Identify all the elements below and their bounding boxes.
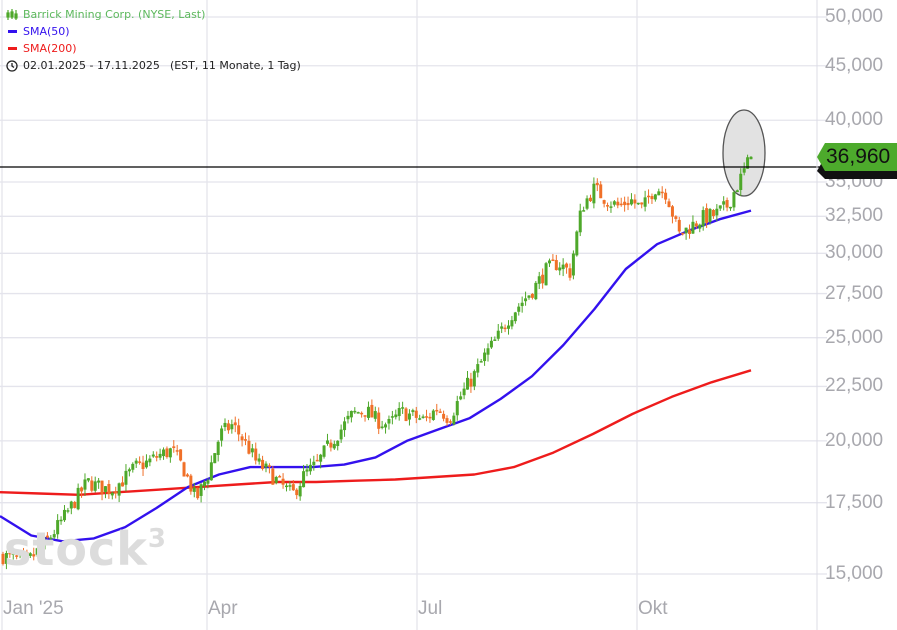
sma200-swatch-icon: [8, 47, 17, 50]
x-tick-label: Apr: [208, 598, 238, 619]
sma50-swatch-icon: [8, 30, 17, 33]
chart-legend: Barrick Mining Corp. (NYSE, Last) SMA(50…: [6, 6, 301, 74]
last-price-badge: 36,960: [817, 143, 897, 179]
legend-instrument-label: Barrick Mining Corp. (NYSE, Last): [23, 8, 206, 21]
price-badge-shape: [817, 143, 897, 179]
grid-lines: [0, 0, 827, 630]
legend-sma50-label: SMA(50): [23, 25, 70, 38]
legend-sma200-label: SMA(200): [23, 42, 77, 55]
legend-sma200[interactable]: SMA(200): [6, 40, 301, 57]
legend-range-dates: 02.01.2025 - 17.11.2025: [23, 59, 160, 72]
legend-instrument[interactable]: Barrick Mining Corp. (NYSE, Last): [6, 6, 301, 23]
last-price-value: 36,960: [826, 145, 891, 168]
x-tick-label: Jul: [418, 598, 443, 619]
sma50-line: [0, 209, 752, 543]
legend-sma50[interactable]: SMA(50): [6, 23, 301, 40]
candlesticks: [1, 154, 753, 570]
sma200-line: [0, 369, 752, 496]
y-tick-label: 17,500: [825, 491, 884, 513]
clock-icon: [6, 59, 18, 72]
y-tick-label: 15,000: [825, 563, 884, 584]
candlestick-icon: [6, 8, 18, 20]
x-tick-label: Jan '25: [3, 598, 64, 619]
watermark-logo: stock3: [4, 522, 167, 576]
highlight-ellipse: [722, 109, 766, 197]
legend-range-detail: (EST, 11 Monate, 1 Tag): [169, 59, 301, 72]
y-tick-label: 50,000: [825, 6, 884, 27]
y-tick-label: 30,000: [825, 242, 884, 264]
legend-range[interactable]: 02.01.2025 - 17.11.2025 (EST, 11 Monate,…: [6, 57, 301, 74]
x-tick-label: Okt: [638, 598, 668, 619]
y-tick-label: 40,000: [825, 109, 884, 131]
y-tick-label: 27,500: [825, 282, 884, 304]
y-tick-label: 45,000: [825, 54, 884, 76]
y-tick-label: 32,500: [825, 205, 884, 227]
y-tick-label: 22,500: [825, 375, 884, 397]
y-tick-label: 25,000: [825, 326, 884, 348]
y-tick-label: 20,000: [825, 429, 884, 451]
